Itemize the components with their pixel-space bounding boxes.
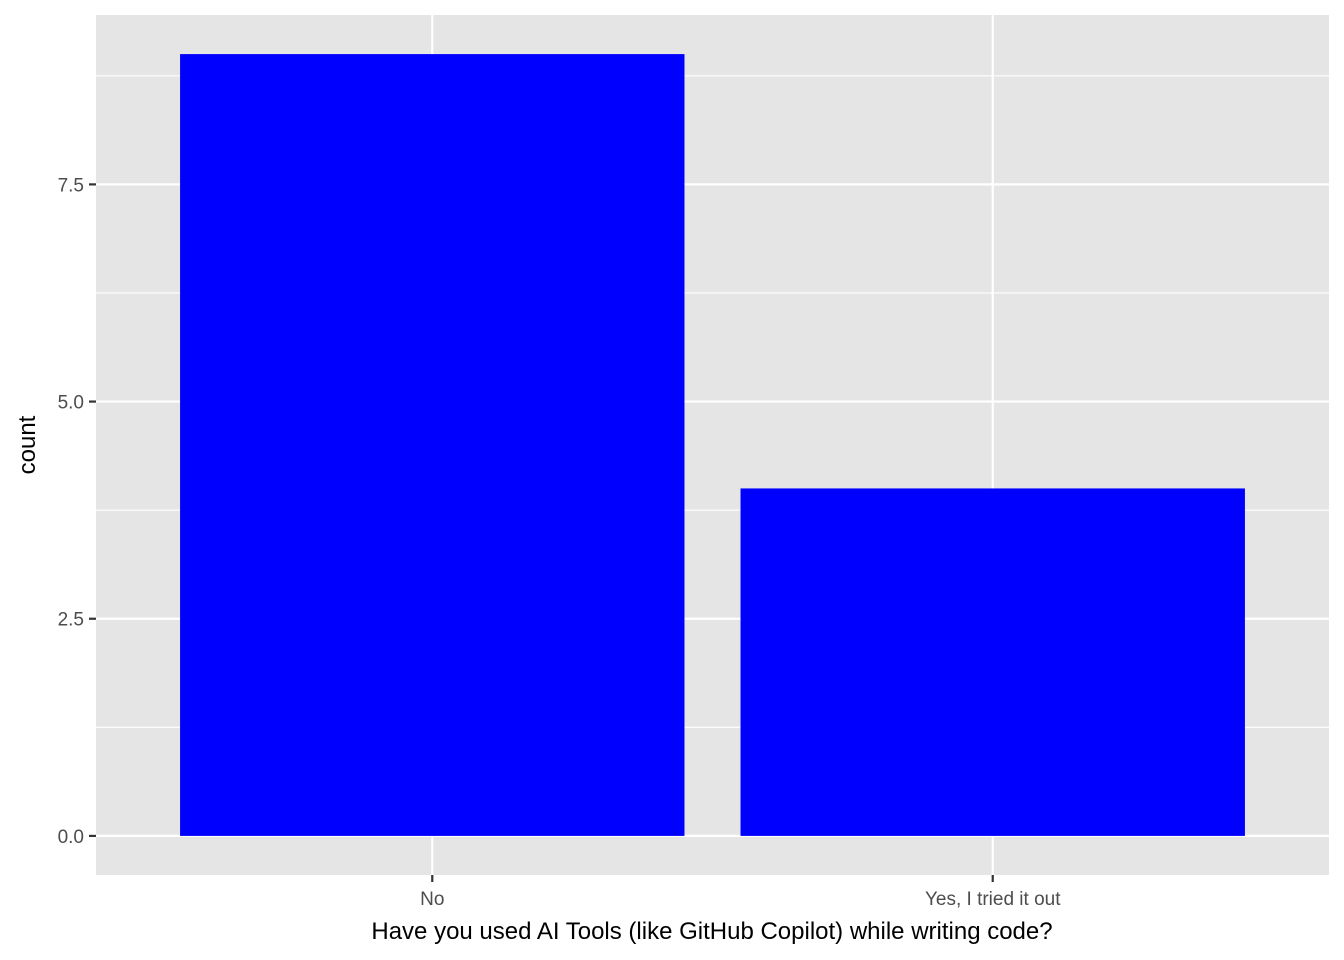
x-axis: No Yes, I tried it out	[420, 875, 1061, 910]
bar-1	[180, 54, 685, 836]
y-tick-label: 2.5	[58, 610, 84, 631]
x-tick-label: No	[420, 889, 444, 910]
y-tick-label: 7.5	[58, 175, 84, 196]
y-axis-title: count	[14, 415, 41, 474]
x-tick-label: Yes, I tried it out	[925, 889, 1061, 910]
y-tick-label: 5.0	[58, 393, 84, 414]
y-axis: 0.0 2.5 5.0 7.5	[58, 175, 96, 848]
bar-2	[740, 488, 1245, 836]
bars	[180, 54, 1245, 836]
y-tick-label: 0.0	[58, 827, 84, 848]
x-axis-title: Have you used AI Tools (like GitHub Copi…	[371, 918, 1052, 945]
